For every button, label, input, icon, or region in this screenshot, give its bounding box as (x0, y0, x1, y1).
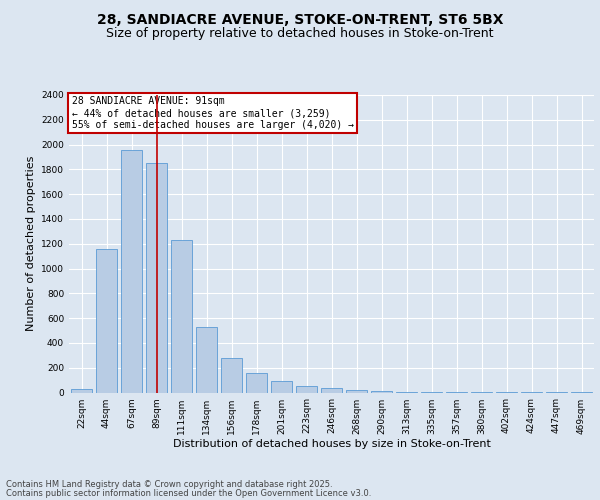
Bar (146, 163, 167, 392)
Text: Contains HM Land Registry data © Crown copyright and database right 2025.: Contains HM Land Registry data © Crown c… (6, 480, 332, 489)
Bar (96, 248, 117, 392)
Bar (296, 386, 317, 392)
Bar (196, 327, 217, 392)
Bar (221, 358, 242, 392)
Bar (271, 380, 292, 392)
Bar (171, 240, 192, 392)
Bar (246, 372, 267, 392)
Bar (346, 390, 367, 392)
Bar (321, 388, 342, 392)
Text: Contains public sector information licensed under the Open Government Licence v3: Contains public sector information licen… (6, 490, 371, 498)
Y-axis label: Number of detached properties: Number of detached properties (26, 156, 35, 332)
Bar (121, 150, 142, 392)
Text: 28, SANDIACRE AVENUE, STOKE-ON-TRENT, ST6 5BX: 28, SANDIACRE AVENUE, STOKE-ON-TRENT, ST… (97, 12, 503, 26)
X-axis label: Distribution of detached houses by size in Stoke-on-Trent: Distribution of detached houses by size … (173, 440, 490, 450)
Text: Size of property relative to detached houses in Stoke-on-Trent: Size of property relative to detached ho… (106, 28, 494, 40)
Text: 28 SANDIACRE AVENUE: 91sqm
← 44% of detached houses are smaller (3,259)
55% of s: 28 SANDIACRE AVENUE: 91sqm ← 44% of deta… (71, 96, 353, 130)
Bar (71, 390, 92, 392)
